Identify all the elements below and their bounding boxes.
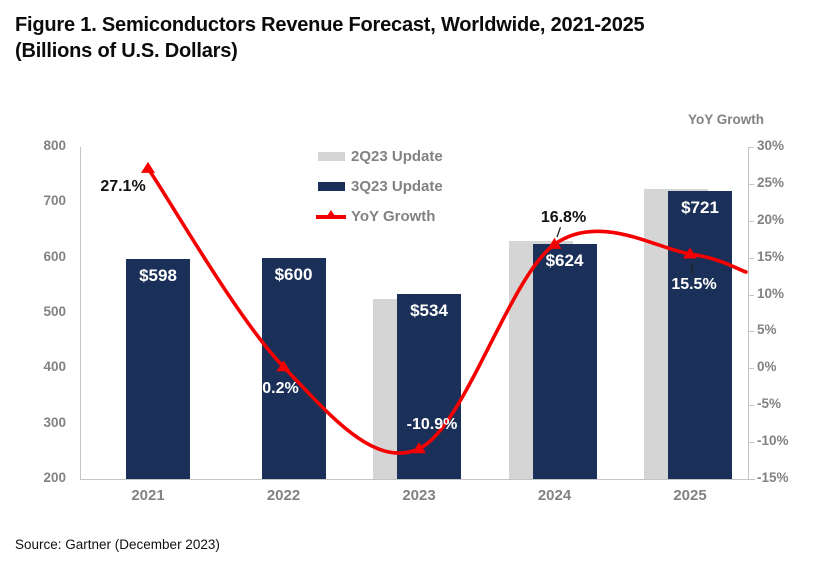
bar-3q23-update [261, 257, 326, 479]
bar-value-label: $721 [681, 197, 719, 217]
x-axis-category-label: 2023 [402, 487, 436, 504]
right-axis-tick-label: -10% [757, 433, 789, 449]
bar-value-label: $534 [410, 301, 448, 321]
yoy-value-label: 0.2% [262, 379, 299, 397]
legend-line-marker-icon [316, 206, 346, 226]
right-axis-tick-label: -15% [757, 470, 789, 485]
bar-3q23-update [532, 244, 597, 479]
bar-value-label: $600 [274, 264, 313, 284]
legend-item-label: 3Q23 Update [351, 177, 443, 195]
x-axis-line [80, 479, 755, 480]
right-axis-tick-label: 15% [757, 248, 785, 264]
right-axis-tick-label: 5% [757, 322, 777, 338]
legend-bar-swatch-icon [316, 146, 346, 166]
bar-3q23-update [126, 258, 190, 479]
x-axis-category-label: 2022 [266, 487, 301, 504]
label-leader-line [556, 227, 562, 238]
right-axis-tick-mark [748, 147, 754, 148]
bar-value-label: $624 [545, 251, 584, 271]
yoy-value-label: 15.5% [671, 275, 717, 293]
figure-title-line1: Figure 1. Semiconductors Revenue Forecas… [15, 14, 645, 36]
left-axis-line [80, 147, 81, 479]
right-axis-tick-mark [748, 294, 754, 296]
right-axis-tick-label: 20% [757, 211, 785, 227]
right-axis-tick-mark [748, 257, 754, 259]
chart-legend: 2Q23 Update 3Q23 Update YoY Growth [316, 146, 443, 236]
right-axis-tick-mark [748, 405, 754, 407]
bar-3q23-update [668, 190, 732, 479]
x-axis-category-label: 2025 [673, 487, 707, 504]
left-axis-tick-label: 300 [43, 414, 66, 430]
x-axis-category-label: 2021 [131, 487, 165, 504]
legend-item-2q23-update: 2Q23 Update [316, 146, 443, 166]
right-axis-tick-label: 10% [757, 285, 785, 301]
legend-bar-swatch-icon [316, 176, 346, 196]
right-axis-tick-label: 0% [757, 359, 777, 375]
figure-title: Figure 1. Semiconductors Revenue Forecas… [15, 12, 805, 64]
right-axis-tick-mark [748, 183, 754, 185]
yoy-value-label: 27.1% [100, 178, 146, 196]
left-axis-tick-label: 400 [43, 359, 66, 375]
left-axis-tick-label: 500 [43, 304, 66, 319]
legend-item-yoy-growth: YoY Growth [316, 206, 443, 226]
yoy-value-label: 16.8% [540, 209, 587, 227]
legend-item-label: YoY Growth [351, 207, 436, 225]
left-axis-tick-label: 700 [43, 193, 66, 209]
left-axis-tick-label: 800 [43, 138, 66, 153]
left-axis-tick-label: 600 [43, 248, 66, 264]
right-axis-title: YoY Growth [687, 112, 764, 127]
yoy-point-marker [141, 161, 155, 173]
right-axis-tick-label: 30% [757, 138, 785, 153]
right-axis-tick-mark [748, 479, 754, 480]
bar-value-label: $598 [139, 265, 177, 285]
right-axis-tick-mark [748, 368, 754, 370]
yoy-value-label: -10.9% [406, 415, 458, 433]
source-note: Source: Gartner (December 2023) [15, 537, 220, 552]
bar-3q23-update [397, 294, 461, 479]
right-axis-tick-label: -5% [757, 396, 782, 412]
right-axis-tick-mark [748, 220, 754, 222]
right-axis-tick-mark [748, 442, 754, 444]
legend-item-label: 2Q23 Update [351, 147, 443, 165]
x-axis-category-label: 2024 [537, 487, 572, 504]
right-axis-tick-mark [748, 331, 754, 333]
right-axis-tick-label: 25% [757, 174, 785, 190]
legend-item-3q23-update: 3Q23 Update [316, 176, 443, 196]
figure-title-line2: (Billions of U.S. Dollars) [15, 40, 238, 62]
left-axis-tick-label: 200 [43, 470, 66, 485]
right-axis-line [748, 147, 749, 479]
